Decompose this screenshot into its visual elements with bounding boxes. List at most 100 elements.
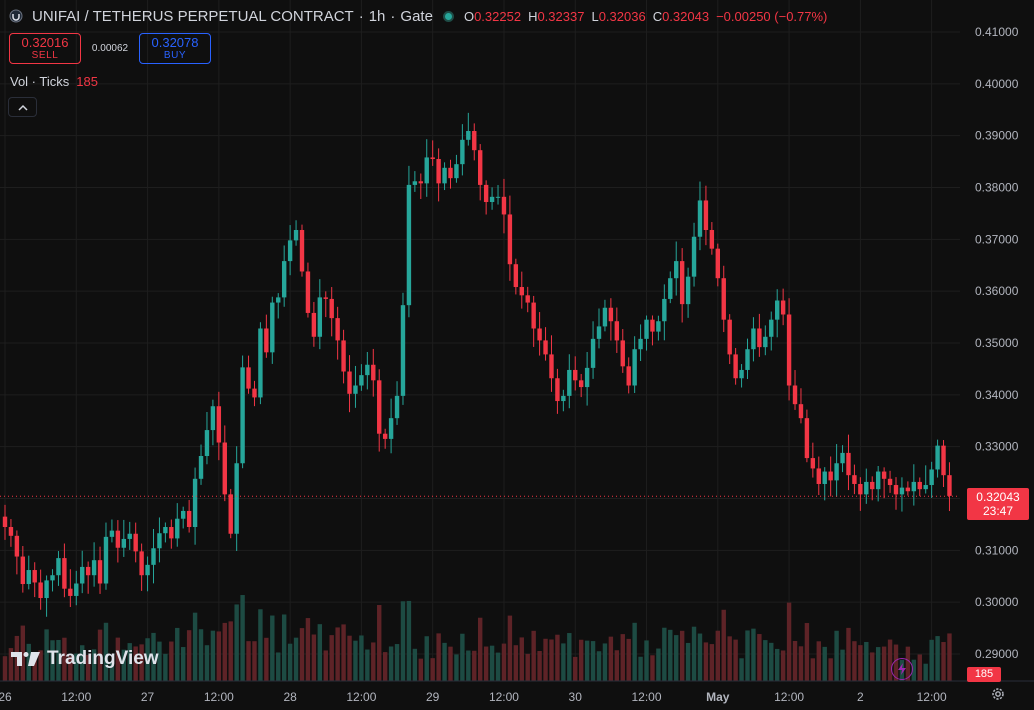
candle[interactable] <box>258 322 263 405</box>
candle[interactable] <box>293 220 299 246</box>
candle[interactable] <box>543 327 548 361</box>
candle[interactable] <box>567 354 572 409</box>
candle[interactable] <box>317 279 323 350</box>
candle[interactable] <box>305 262 311 318</box>
candle[interactable] <box>674 241 679 296</box>
candle[interactable] <box>875 465 881 502</box>
candle[interactable] <box>2 504 8 540</box>
candle[interactable] <box>210 399 216 446</box>
candle[interactable] <box>745 338 750 379</box>
candle[interactable] <box>121 519 126 557</box>
candle[interactable] <box>109 519 115 543</box>
lightning-button[interactable] <box>891 658 913 680</box>
candle[interactable] <box>697 181 703 251</box>
candle[interactable] <box>662 284 667 341</box>
candle[interactable] <box>222 425 227 502</box>
candle[interactable] <box>412 171 418 192</box>
candle[interactable] <box>26 555 31 590</box>
candle[interactable] <box>555 368 560 414</box>
tradingview-logo[interactable]: TradingView <box>11 648 159 670</box>
candle[interactable] <box>709 222 715 255</box>
candle[interactable] <box>198 444 204 485</box>
candle[interactable] <box>573 356 578 391</box>
candle[interactable] <box>400 292 406 405</box>
volume-legend[interactable]: Vol · Ticks 185 <box>10 74 98 89</box>
candle[interactable] <box>163 522 168 543</box>
candle[interactable] <box>204 411 210 465</box>
candle[interactable] <box>353 365 358 408</box>
candle[interactable] <box>80 550 85 594</box>
candle[interactable] <box>679 248 685 323</box>
settings-gear-icon[interactable] <box>990 686 1006 702</box>
candle[interactable] <box>584 352 590 406</box>
candle[interactable] <box>881 467 887 499</box>
candles[interactable] <box>2 112 952 617</box>
candle[interactable] <box>418 173 423 200</box>
candle[interactable] <box>466 112 471 146</box>
candle[interactable] <box>525 286 530 313</box>
candle[interactable] <box>703 185 709 246</box>
candle[interactable] <box>780 288 786 326</box>
candle[interactable] <box>74 570 79 606</box>
candle[interactable] <box>323 291 328 318</box>
candle[interactable] <box>311 301 317 347</box>
candle[interactable] <box>537 312 542 356</box>
candle[interactable] <box>365 351 370 390</box>
candle[interactable] <box>828 456 833 497</box>
symbol-title[interactable]: UNIFAI / TETHERUS PERPETUAL CONTRACT <box>32 7 354 25</box>
candle[interactable] <box>192 467 198 545</box>
candle[interactable] <box>721 265 726 333</box>
candle[interactable] <box>394 381 400 425</box>
candle[interactable] <box>91 542 97 587</box>
candle[interactable] <box>264 314 269 358</box>
candle[interactable] <box>85 561 91 594</box>
candle[interactable] <box>650 315 655 346</box>
candle[interactable] <box>495 185 501 205</box>
candle[interactable] <box>489 187 495 210</box>
candle[interactable] <box>216 391 222 461</box>
candle[interactable] <box>44 575 49 617</box>
candle[interactable] <box>347 355 352 413</box>
candle[interactable] <box>834 444 839 497</box>
candle[interactable] <box>406 165 412 318</box>
candle[interactable] <box>947 462 952 512</box>
candle[interactable] <box>893 477 899 510</box>
candle[interactable] <box>917 477 922 497</box>
candle[interactable] <box>602 299 608 332</box>
candle[interactable] <box>329 287 334 337</box>
candle[interactable] <box>810 442 816 478</box>
candle[interactable] <box>151 529 156 584</box>
candle[interactable] <box>460 124 465 176</box>
candle[interactable] <box>644 315 649 351</box>
candle[interactable] <box>715 243 720 287</box>
candle[interactable] <box>822 467 827 501</box>
candle[interactable] <box>50 569 55 592</box>
candle[interactable] <box>186 499 192 533</box>
candle[interactable] <box>691 222 697 287</box>
candle[interactable] <box>175 503 180 547</box>
candle[interactable] <box>341 329 346 384</box>
candle[interactable] <box>430 140 435 166</box>
candle[interactable] <box>519 271 524 309</box>
time-axis[interactable]: 26 12:00 27 12:00 28 12:00 29 12:00 30 12:00 May 12… <box>0 680 1034 704</box>
candle[interactable] <box>727 314 732 365</box>
candle[interactable] <box>899 477 905 512</box>
candle[interactable] <box>507 195 513 281</box>
candle[interactable] <box>501 178 507 234</box>
candle[interactable] <box>38 569 43 610</box>
candle[interactable] <box>281 245 287 307</box>
buy-button[interactable]: 0.32078 BUY <box>139 33 211 64</box>
candle[interactable] <box>56 551 61 586</box>
candle[interactable] <box>561 389 566 412</box>
candle[interactable] <box>608 298 614 341</box>
candle[interactable] <box>751 317 756 362</box>
candle[interactable] <box>97 546 103 594</box>
candle[interactable] <box>614 307 620 353</box>
candle[interactable] <box>632 336 637 393</box>
candle[interactable] <box>786 298 792 401</box>
candle[interactable] <box>840 445 845 473</box>
candle[interactable] <box>638 324 643 362</box>
candle[interactable] <box>858 477 863 511</box>
candle[interactable] <box>864 468 869 504</box>
candle[interactable] <box>935 439 940 478</box>
